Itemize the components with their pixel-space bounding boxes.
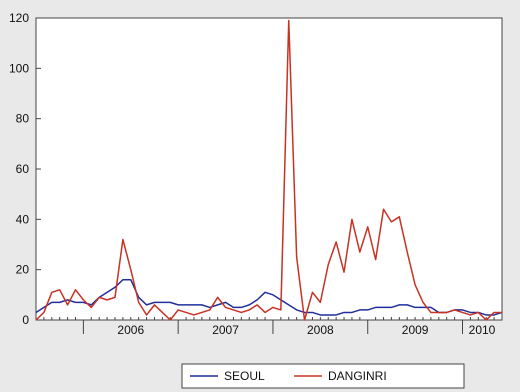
x-tick-label: 2007 <box>212 323 239 337</box>
series-line-seoul <box>35 278 503 316</box>
y-tick-label: 20 <box>16 263 30 277</box>
x-tick-label: 2010 <box>469 323 496 337</box>
x-tick-label: 2009 <box>402 323 429 337</box>
legend: SEOUL DANGINRI <box>181 363 465 389</box>
series-line-danginri <box>35 19 502 321</box>
series-layer <box>35 19 503 321</box>
y-tick-label: 0 <box>22 313 29 327</box>
x-axis: 2006 2007 2008 2009 2010 <box>35 317 503 337</box>
x-tick-label: 2008 <box>307 323 334 337</box>
x-tick-label: 2006 <box>117 323 144 337</box>
legend-label-danginri: DANGINRI <box>328 369 387 383</box>
y-tick-label: 60 <box>16 162 30 176</box>
y-tick-label: 120 <box>9 11 29 25</box>
y-tick-label: 80 <box>16 112 30 126</box>
y-tick-label: 100 <box>9 61 29 75</box>
legend-box <box>181 363 465 389</box>
plot-area <box>35 17 503 321</box>
y-tick-label: 40 <box>16 212 30 226</box>
y-axis: 0 20 40 60 80 100 120 <box>9 11 41 327</box>
legend-label-seoul: SEOUL <box>224 369 265 383</box>
